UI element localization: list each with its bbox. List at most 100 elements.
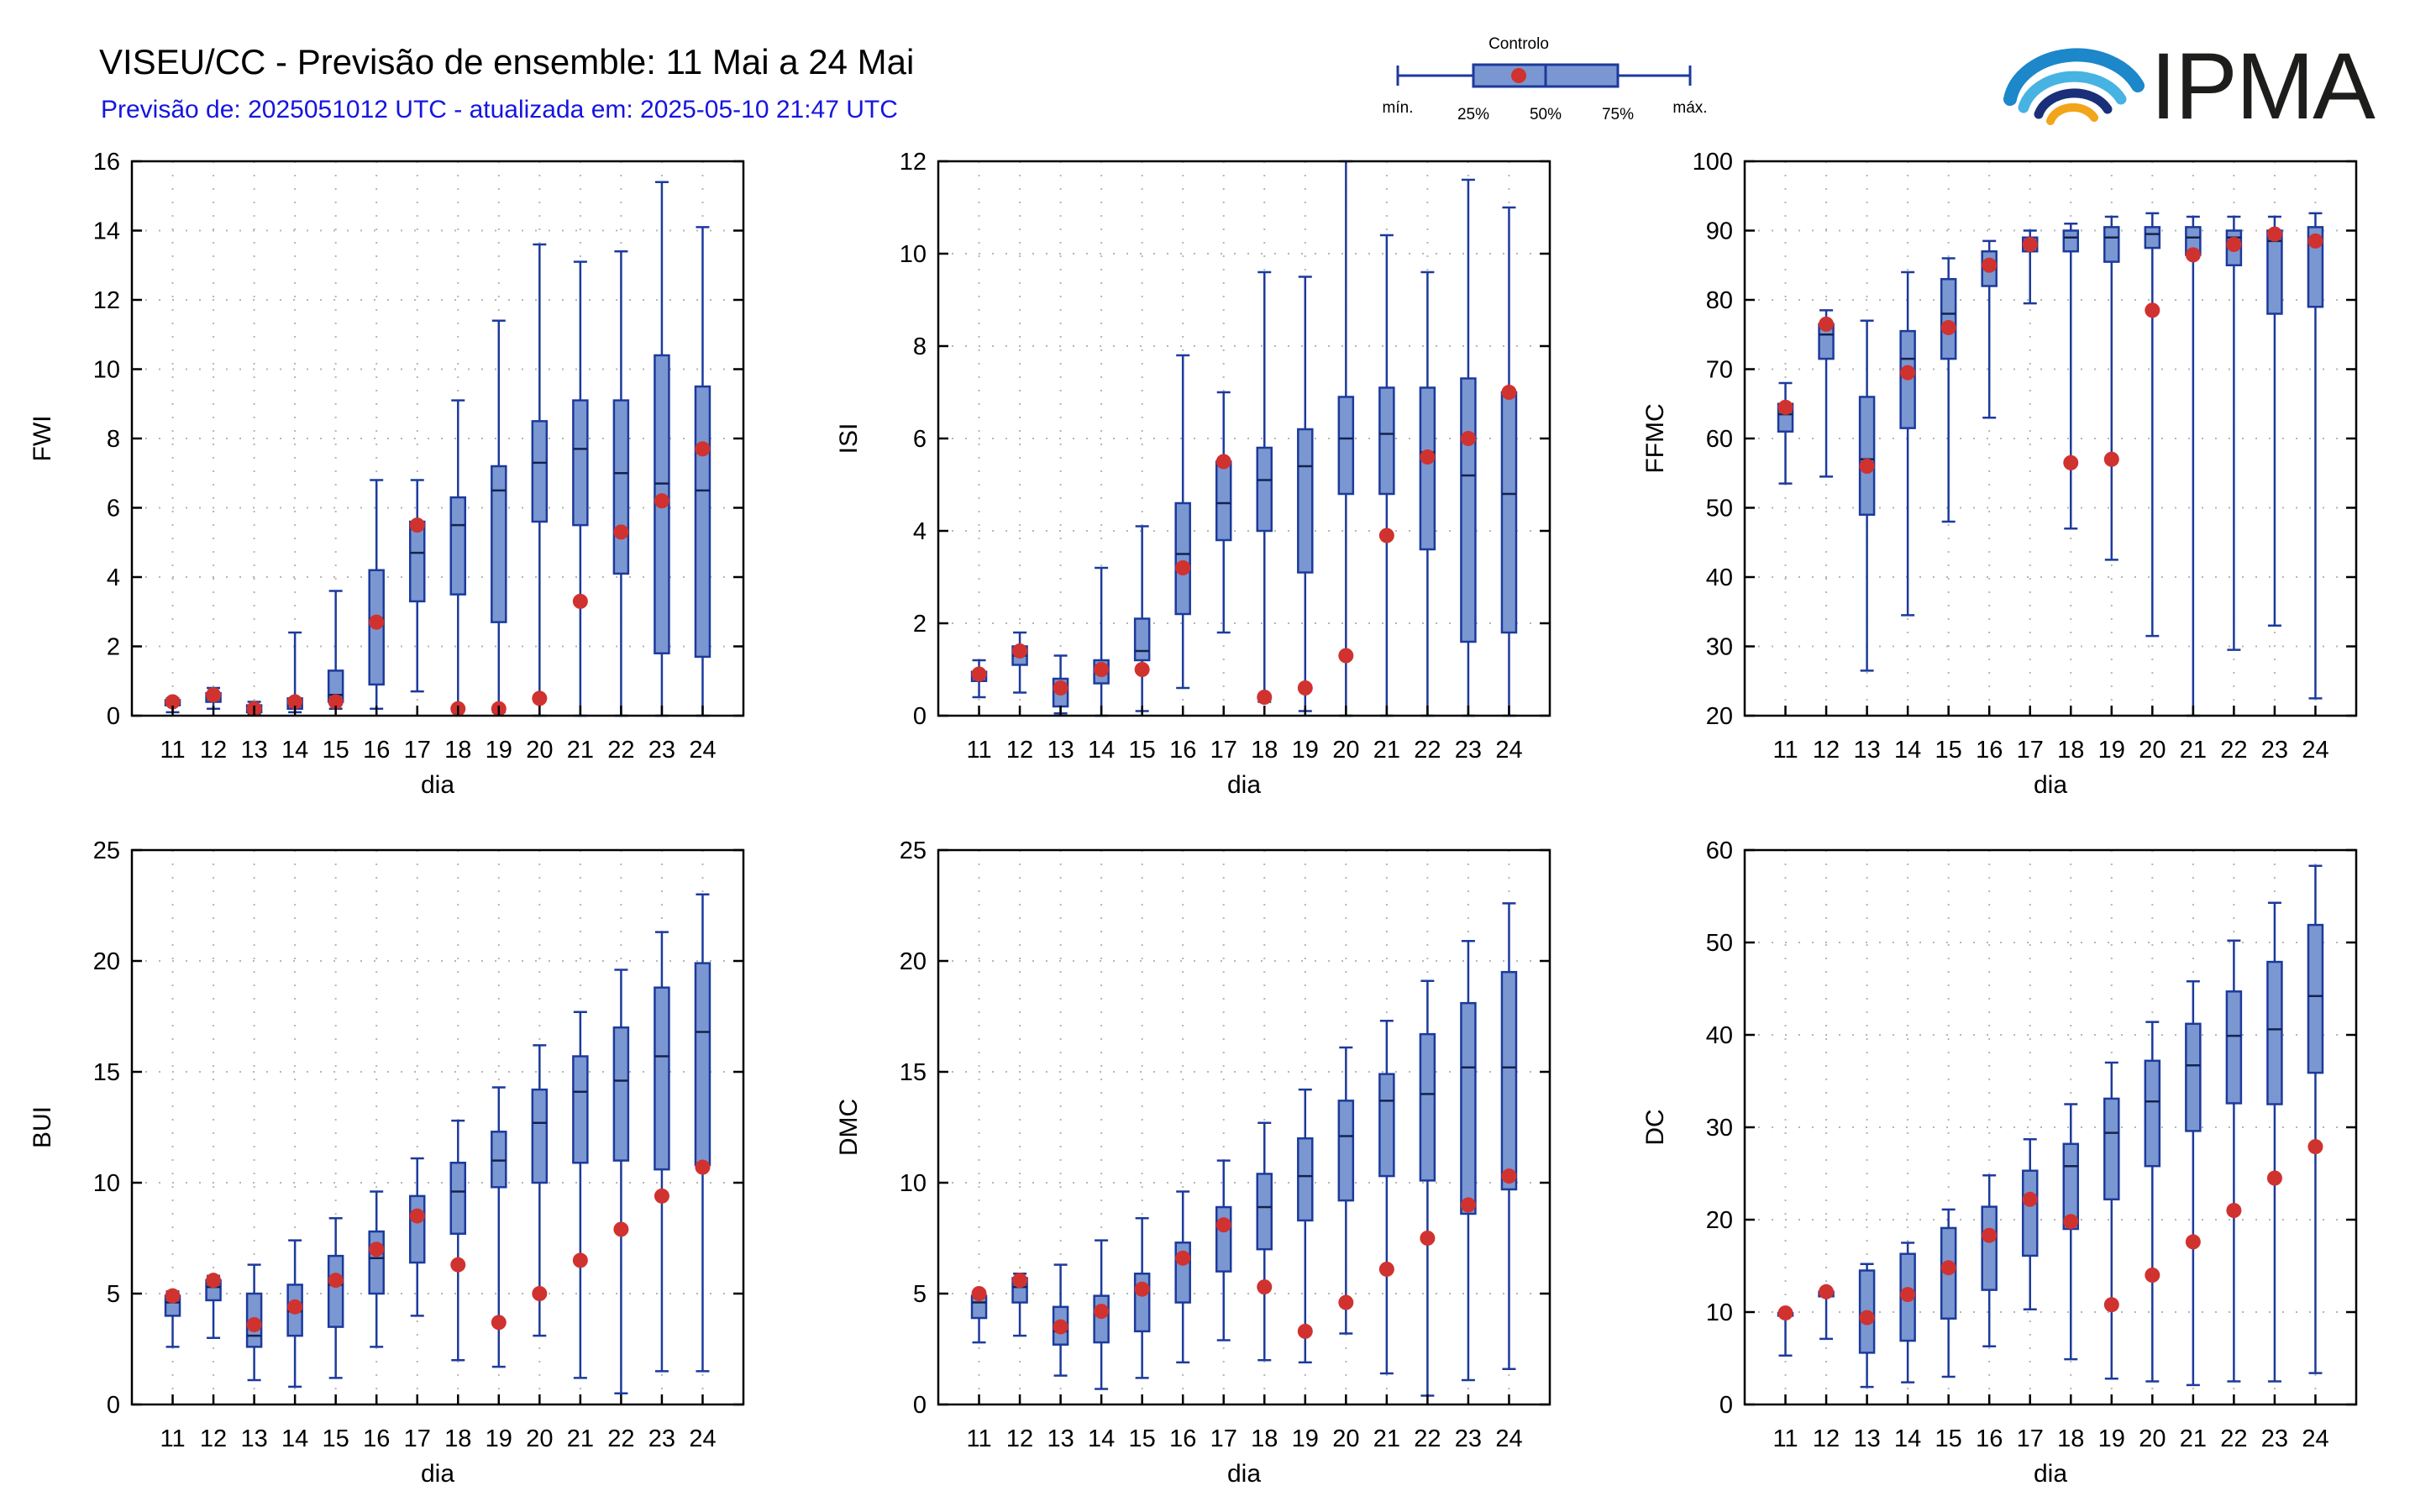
- x-tick-label: 24: [2302, 737, 2328, 764]
- x-tick-label: 14: [1088, 1425, 1115, 1452]
- control-point: [1297, 1323, 1313, 1339]
- box-iqr: [1500, 970, 1518, 1191]
- box-iqr: [1337, 396, 1355, 496]
- control-point: [1900, 365, 1916, 381]
- x-tick-label: 18: [1251, 1425, 1278, 1452]
- control-point: [572, 1252, 588, 1268]
- control-point: [1175, 1250, 1191, 1266]
- control-point: [1859, 459, 1875, 474]
- x-tick-label: 19: [2098, 1425, 2125, 1452]
- x-tick-label: 20: [1332, 737, 1359, 764]
- control-point: [2063, 454, 2079, 470]
- control-point: [328, 1273, 344, 1289]
- y-tick-label: 8: [913, 333, 927, 360]
- box-iqr: [2103, 226, 2120, 263]
- control-point: [2266, 1170, 2282, 1186]
- control-point: [1094, 1304, 1110, 1320]
- x-tick-label: 19: [486, 737, 512, 764]
- control-point: [1940, 320, 1956, 335]
- box-iqr: [1378, 1073, 1395, 1178]
- box-iqr: [654, 986, 670, 1171]
- legend-control-point: [1511, 68, 1526, 83]
- x-tick-label: 24: [1495, 737, 1522, 764]
- y-axis-label: ISI: [835, 423, 863, 454]
- x-tick-label: 12: [1006, 1425, 1033, 1452]
- control-point: [2022, 1191, 2038, 1207]
- y-axis-label: FFMC: [1641, 403, 1669, 473]
- box-iqr: [2266, 960, 2283, 1105]
- panel-dc: 0 10 20 30 40 50 60 11 12 13 14 15 16 17 18 19 20 21 22 23 2…: [1641, 837, 2358, 1488]
- control-point: [695, 441, 711, 457]
- box-iqr: [327, 1254, 344, 1328]
- x-tick-label: 18: [444, 1425, 471, 1452]
- plot-frame: [937, 848, 1551, 1406]
- x-tick-label: 17: [404, 1425, 431, 1452]
- x-tick-label: 11: [966, 737, 991, 764]
- box-iqr: [2103, 1097, 2120, 1201]
- plot-frame: [937, 160, 1551, 717]
- box-iqr: [2225, 990, 2243, 1105]
- control-point: [1819, 1284, 1835, 1299]
- x-tick-label: 20: [526, 737, 553, 764]
- control-point: [2022, 237, 2038, 252]
- x-tick-label: 22: [607, 1425, 634, 1452]
- control-point: [1982, 257, 1998, 273]
- x-tick-label: 22: [1414, 737, 1441, 764]
- control-point: [2226, 237, 2242, 252]
- x-tick-label: 17: [404, 737, 431, 764]
- x-tick-label: 22: [1414, 1425, 1441, 1452]
- control-point: [1378, 1261, 1394, 1277]
- x-axis-label: dia: [421, 1460, 454, 1488]
- control-point: [165, 694, 181, 710]
- x-tick-label: 21: [2180, 737, 2207, 764]
- y-tick-label: 0: [107, 703, 120, 730]
- box-iqr: [491, 465, 507, 623]
- control-point: [206, 1273, 222, 1289]
- control-point: [654, 1188, 669, 1204]
- control-point: [1338, 1294, 1354, 1310]
- x-tick-label: 22: [2220, 1425, 2247, 1452]
- x-tick-label: 21: [1373, 737, 1400, 764]
- control-point: [2103, 1297, 2119, 1313]
- y-tick-label: 4: [913, 518, 927, 545]
- x-tick-label: 14: [1894, 737, 1921, 764]
- y-tick-label: 30: [1706, 1115, 1733, 1142]
- box-iqr: [1940, 278, 1957, 360]
- control-point: [1501, 1168, 1517, 1184]
- control-point: [1257, 690, 1273, 705]
- x-tick-label: 15: [1129, 1425, 1156, 1452]
- box-iqr: [408, 520, 426, 603]
- y-tick-label: 0: [1719, 1392, 1733, 1419]
- control-point: [1134, 1281, 1150, 1297]
- x-tick-label: 15: [323, 1425, 349, 1452]
- plot-frame: [1743, 160, 2358, 717]
- control-point: [2266, 226, 2282, 242]
- x-tick-label: 16: [363, 737, 390, 764]
- box-iqr: [612, 399, 630, 575]
- box-iqr: [1858, 396, 1876, 516]
- box-iqr: [1419, 1032, 1436, 1182]
- x-tick-label: 19: [2098, 737, 2125, 764]
- x-tick-label: 14: [1894, 1425, 1921, 1452]
- panel-dmc: 0 5 10 15 20 25 11 12 13 14 15 16 17 18 19 20 21 22 23 24 di…: [835, 837, 1551, 1488]
- control-point: [2307, 233, 2323, 249]
- x-tick-label: 13: [1853, 737, 1880, 764]
- legend-label-q3: 75%: [1602, 106, 1634, 123]
- forecast-subtitle: Previsão de: 2025051012 UTC - atualizada…: [101, 96, 898, 123]
- y-tick-label: 0: [107, 1392, 120, 1419]
- box-iqr: [612, 1026, 630, 1162]
- x-tick-label: 22: [2220, 737, 2247, 764]
- x-tick-label: 18: [444, 737, 471, 764]
- x-tick-label: 13: [1047, 737, 1074, 764]
- box-iqr: [2144, 226, 2161, 249]
- x-tick-label: 16: [1169, 737, 1196, 764]
- x-axis-label: dia: [2034, 1460, 2067, 1488]
- box-legend: Controlo mín. 25% 50% 75% máx.: [1383, 35, 1708, 123]
- y-axis-label: BUI: [29, 1106, 56, 1148]
- x-tick-label: 11: [1772, 737, 1798, 764]
- x-tick-label: 12: [1813, 737, 1840, 764]
- x-tick-label: 14: [281, 1425, 308, 1452]
- x-tick-label: 12: [200, 1425, 227, 1452]
- ipma-logo-text: IPMA: [2150, 34, 2376, 139]
- x-tick-label: 19: [1292, 737, 1319, 764]
